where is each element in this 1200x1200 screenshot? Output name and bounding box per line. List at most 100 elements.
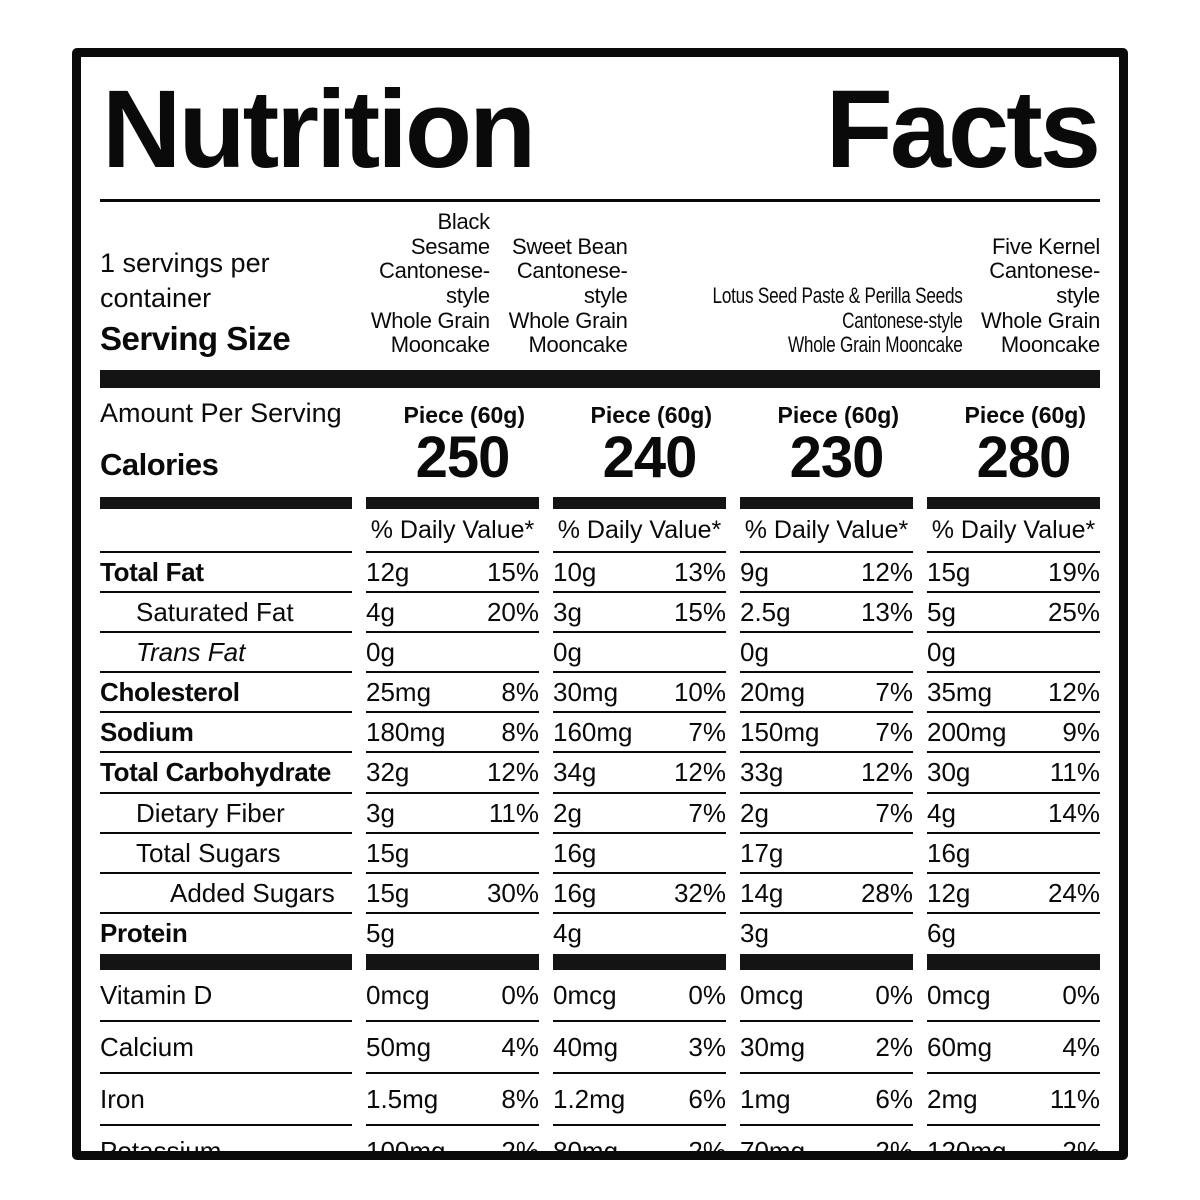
nutrient-value-cell: 0mcg 0% (740, 970, 913, 1020)
serving-unit: Piece (60g) (777, 401, 899, 428)
nutrient-daily-value: 10% (673, 677, 726, 708)
nutrient-value-cell: 150mg 7% (740, 711, 913, 751)
product-name: Sweet Bean Cantonese-style Whole Grain Moo… (508, 233, 628, 358)
nutrient-value-cell: 16g (553, 831, 726, 872)
nutrient-value-cell: 15g 30% (366, 871, 539, 912)
nutrient-amount: 33g (740, 757, 784, 788)
nutrient-amount: 3g (740, 917, 769, 948)
nutrient-value-cell: 6g (927, 911, 1100, 952)
nutrient-value-cell: 1mg 6% (740, 1072, 913, 1124)
nutrient-value-cell: 2mg 11% (927, 1072, 1100, 1124)
nutrient-daily-value: 0% (875, 980, 913, 1011)
nutrient-daily-value: 30% (486, 877, 539, 908)
daily-value-header: % Daily Value* (931, 515, 1096, 544)
nutrient-value-cell: 0g (366, 631, 539, 671)
nutrient-amount: 5g (927, 597, 956, 628)
nutrient-amount: 1mg (740, 1084, 791, 1115)
serving-size-label: Serving Size (100, 319, 291, 357)
nutrient-value-cell: 160mg 7% (553, 711, 726, 751)
nutrient-amount: 100mg (366, 1136, 446, 1160)
calories-divider-row (100, 496, 1100, 509)
product-name: Lotus Seed Paste & Perilla Seeds Cantones… (712, 283, 963, 358)
section-divider-segment (553, 496, 726, 509)
nutrient-value-cell: 0g (927, 631, 1100, 671)
title-word: Facts (825, 68, 1101, 191)
nutrient-value-cell: 15g (366, 831, 539, 872)
section-divider-segment (553, 954, 726, 971)
nutrient-amount: 2mg (927, 1084, 978, 1115)
nutrient-amount: 2.5g (740, 597, 791, 628)
nutrient-value-cell: 50mg 4% (366, 1020, 539, 1072)
section-divider-segment (100, 496, 352, 509)
nutrient-daily-value: 7% (688, 797, 726, 828)
section-divider-segment (366, 954, 539, 971)
nutrient-amount: 30mg (553, 677, 619, 708)
nutrient-value-cell: 2g 7% (740, 791, 913, 832)
nutrient-amount: 1.2mg (553, 1084, 626, 1115)
table-row: Vitamin D 0mcg 0% 0mcg 0% 0mcg 0% 0mcg 0% (100, 970, 1100, 1020)
nutrient-value-cell: 100mg 2% (366, 1124, 539, 1160)
nutrient-amount: 160mg (553, 717, 633, 748)
title-word: Nutrition (102, 68, 536, 191)
nutrient-amount: 35mg (927, 677, 993, 708)
table-row: Sodium 180mg 8% 160mg 7% 150mg 7% 200mg 9% (100, 711, 1100, 751)
nutrient-daily-value: 0% (501, 980, 539, 1011)
table-row: Cholesterol 25mg 8% 30mg 10% 20mg 7% 35mg 12% (100, 671, 1100, 711)
daily-value-header-row: % Daily Value* % Daily Value* % Daily Valu… (100, 509, 1100, 551)
nutrient-daily-value: 4% (501, 1032, 539, 1063)
nutrient-value-cell: 60mg 4% (927, 1020, 1100, 1072)
nutrient-value-cell: 200mg 9% (927, 711, 1100, 751)
nutrient-daily-value: 15% (486, 556, 539, 587)
nutrient-amount: 6g (927, 917, 956, 948)
nutrient-amount: 50mg (366, 1032, 432, 1063)
nutrient-value-cell: 1.5mg 8% (366, 1072, 539, 1124)
nutrient-value-cell: 120mg 2% (927, 1124, 1100, 1160)
product-name: Five Kernel Cantonese-style Whole Grain Mo… (981, 233, 1100, 358)
title-divider (100, 199, 1100, 203)
nutrient-value-cell: 3g (740, 911, 913, 952)
table-row: Total Carbohydrate 32g 12% 34g 12% 33g 12% 30g 1… (100, 751, 1100, 791)
table-row: Total Fat 12g 15% 10g 13% 9g 12% 15g 19% (100, 550, 1100, 591)
nutrient-amount: 15g (366, 877, 410, 908)
nutrient-label: Iron (100, 1072, 352, 1124)
nutrient-daily-value: 8% (501, 1084, 539, 1115)
nutrient-amount: 200mg (927, 717, 1007, 748)
calories-label: Calories (100, 446, 219, 482)
nutrient-amount: 0g (927, 637, 956, 668)
nutrient-amount: 32g (366, 757, 410, 788)
nutrient-value-cell: 33g 12% (740, 751, 913, 791)
nutrient-value-cell: 1.2mg 6% (553, 1072, 726, 1124)
nutrient-label: Added Sugars (100, 871, 352, 912)
nutrient-value-cell: 3g 11% (366, 791, 539, 832)
daily-value-header-spacer (100, 516, 352, 545)
nutrient-daily-value: 12% (1047, 677, 1100, 708)
nutrient-daily-value: 6% (688, 1084, 726, 1115)
nutrient-label: Calcium (100, 1020, 352, 1072)
nutrient-daily-value: 7% (875, 717, 913, 748)
nutrient-daily-value: 2% (1062, 1136, 1100, 1160)
nutrient-amount: 4g (553, 917, 582, 948)
nutrient-daily-value: 11% (1049, 757, 1100, 788)
nutrient-daily-value: 2% (875, 1032, 913, 1063)
serving-info: 1 servings per container Serving Size (100, 246, 352, 358)
section-divider-segment (366, 496, 539, 509)
table-row: Iron 1.5mg 8% 1.2mg 6% 1mg 6% 2mg 11% (100, 1072, 1100, 1124)
nutrient-value-cell: 20mg 7% (740, 671, 913, 711)
nutrient-amount: 14g (740, 877, 784, 908)
nutrient-amount: 30mg (740, 1032, 806, 1063)
nutrient-amount: 16g (553, 877, 597, 908)
nutrient-amount: 17g (740, 837, 784, 868)
section-divider-segment (927, 496, 1100, 509)
nutrient-daily-value: 19% (1047, 556, 1100, 587)
nutrient-daily-value: 12% (860, 757, 913, 788)
nutrient-amount: 40mg (553, 1032, 619, 1063)
nutrient-value-cell: 30mg 10% (553, 671, 726, 711)
nutrient-amount: 10g (553, 556, 597, 587)
serving-unit: Piece (60g) (964, 401, 1086, 428)
nutrient-daily-value: 0% (1062, 980, 1100, 1011)
nutrient-label: Trans Fat (100, 631, 352, 671)
nutrient-amount: 0mcg (740, 980, 804, 1011)
nutrient-value-cell: 17g (740, 831, 913, 872)
nutrient-value-cell: 5g 25% (927, 591, 1100, 631)
daily-value-header: % Daily Value* (557, 515, 722, 544)
